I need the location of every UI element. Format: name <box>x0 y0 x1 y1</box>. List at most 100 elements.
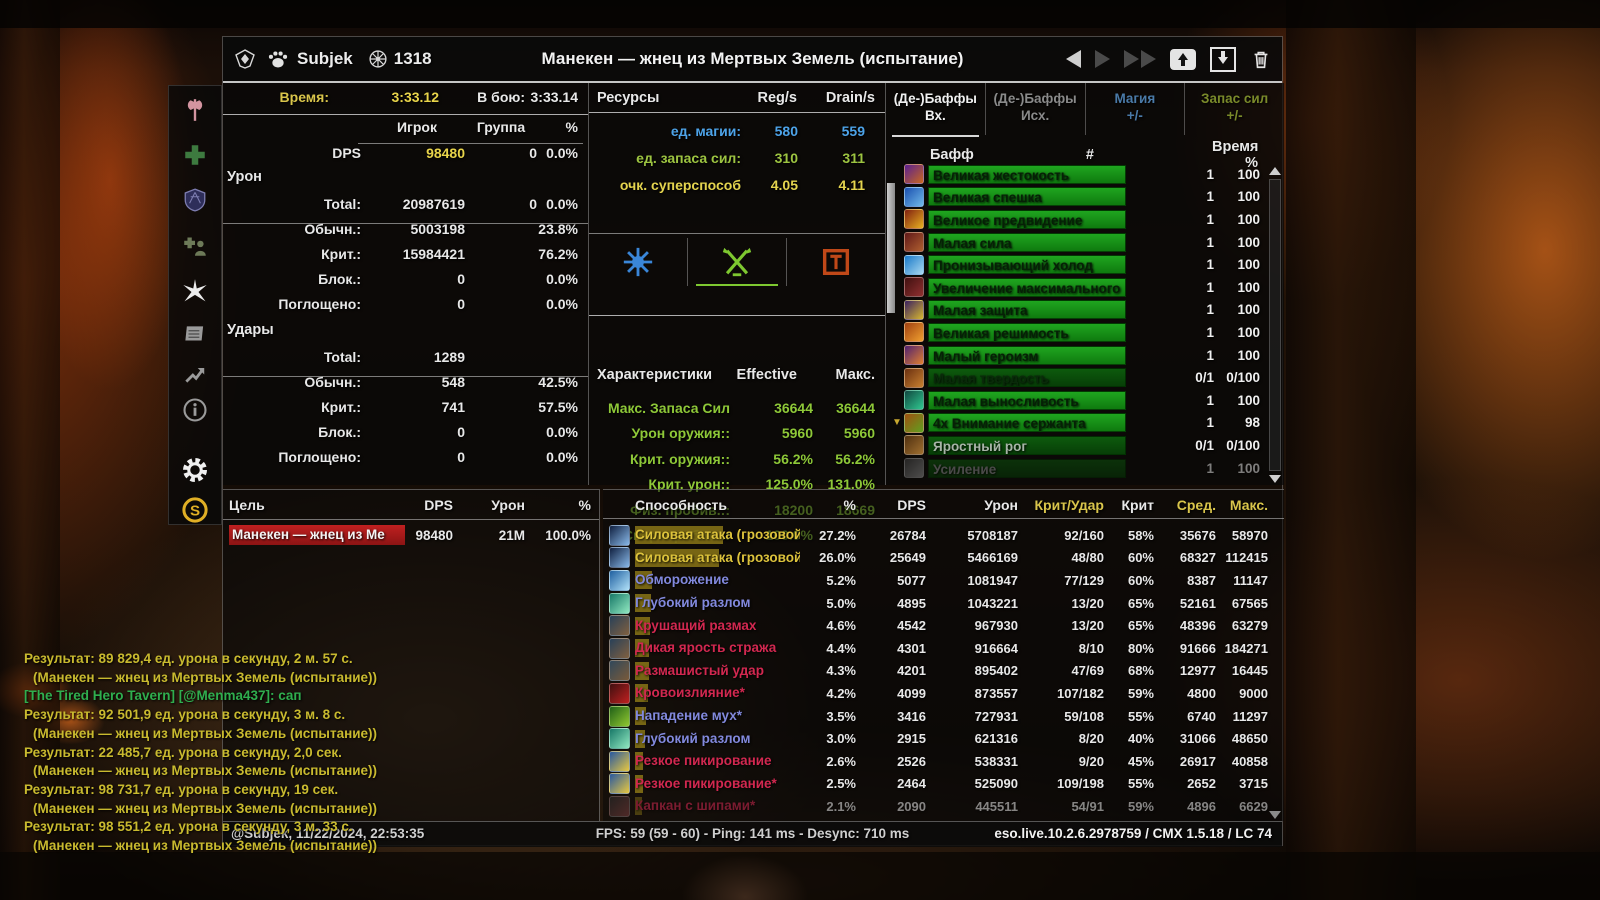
sidebar-item-healing-done[interactable] <box>180 141 210 169</box>
sidebar-item-combat-log[interactable] <box>180 320 210 348</box>
scroll-down-icon[interactable] <box>1269 475 1281 483</box>
col-max[interactable]: Макс. <box>1229 497 1268 513</box>
heal-cross-icon <box>185 145 205 165</box>
chat-log[interactable]: Результат: 89 829,4 ед. урона в секунду,… <box>24 650 377 856</box>
buff-row[interactable]: Увеличение максимального 1 100 <box>886 276 1284 299</box>
scroll-down-icon[interactable] <box>1269 811 1281 819</box>
buff-row[interactable]: Великая спешка 1 100 <box>886 186 1284 209</box>
next-fight-button[interactable] <box>1095 50 1110 68</box>
delete-fight-button[interactable] <box>1250 47 1272 71</box>
damage-section-label: Урон <box>227 169 262 185</box>
col-group[interactable]: Группа <box>476 119 526 135</box>
buff-uptime: 100 <box>1237 324 1260 340</box>
col-avg[interactable]: Сред. <box>1176 497 1216 513</box>
buff-row[interactable]: Малая сила 1 100 <box>886 231 1284 254</box>
ability-row[interactable]: Глубокий разлом 5.0% 4895 1043221 13/20 … <box>603 592 1284 615</box>
col-damage[interactable]: Урон <box>491 497 525 513</box>
resource-reg: 4.05 <box>770 176 798 193</box>
ability-damage: 916664 <box>974 640 1018 656</box>
gear-icon <box>183 458 207 482</box>
target-row[interactable]: Манекен — жнец из Ме 98480 21M 100.0% <box>223 523 599 547</box>
col-dps[interactable]: DPS <box>424 497 453 513</box>
tab-buffs-outgoing[interactable]: (Де-)Баффы Исх. <box>984 83 1085 135</box>
col-percent[interactable]: % <box>843 497 856 513</box>
col-percent[interactable]: % <box>578 497 591 513</box>
sidebar-item-fight-burst[interactable] <box>180 278 210 306</box>
buff-row[interactable]: Малая защита 1 100 <box>886 299 1284 322</box>
tab-buffs-incoming[interactable]: (Де-)Баффы Вх. <box>886 83 985 137</box>
col-target[interactable]: Цель <box>229 497 265 513</box>
ability-row[interactable]: Крушащий размах 4.6% 4542 967930 13/20 6… <box>603 614 1284 637</box>
scrollbar-thumb[interactable] <box>887 183 895 313</box>
buff-name: Усиление <box>928 458 1126 478</box>
col-crit[interactable]: Крит <box>1121 497 1154 513</box>
sidebar-item-settings[interactable] <box>180 456 210 484</box>
tab-stamina-gains[interactable]: Запас сил +/- <box>1184 83 1284 135</box>
ability-row[interactable]: Силовая атака (грозовой пос 27.2% 26784 … <box>603 524 1284 547</box>
ability-row[interactable]: Кровоизлияние* 4.2% 4099 873557 107/182 … <box>603 682 1284 705</box>
tab-magicka-gains[interactable]: Магия +/- <box>1084 83 1185 135</box>
col-ability[interactable]: Способность <box>635 497 727 513</box>
ability-name: Глубокий разлом <box>635 730 751 746</box>
buff-icon <box>904 390 924 411</box>
buff-count: 1 <box>1206 211 1214 227</box>
buff-row[interactable]: Малый героизм 1 100 <box>886 344 1284 367</box>
buff-row[interactable]: Малая твердость 0/1 0/100 <box>886 366 1284 389</box>
ability-percent: 4.4% <box>826 640 856 656</box>
buff-row[interactable]: Малая выносливость 1 100 <box>886 389 1284 412</box>
attr-tab-other[interactable] <box>786 238 885 286</box>
buffs-scrollbar[interactable] <box>1269 179 1281 471</box>
sidebar-item-healing-received[interactable] <box>180 231 210 259</box>
ability-percent: 3.5% <box>826 708 856 724</box>
col-count[interactable]: # <box>1085 147 1094 163</box>
col-crit-hit[interactable]: Крит/Удар <box>1034 497 1104 513</box>
expander-icon[interactable]: ▼ <box>892 417 902 429</box>
ability-row[interactable]: Резкое пикирование* 2.5% 2464 525090 109… <box>603 773 1284 796</box>
col-uptime[interactable]: Время % <box>1212 139 1259 171</box>
col-buff[interactable]: Бафф <box>930 147 974 163</box>
sidebar-item-damage-done[interactable] <box>180 96 210 124</box>
buff-row[interactable]: ▼ 4x Внимание сержанта 1 98 <box>886 412 1284 435</box>
buff-row[interactable]: Яростный рог 0/1 0/100 <box>886 434 1284 457</box>
account-timestamp: @Subjek, 11/22/2024, 22:53:35 <box>231 826 425 841</box>
ability-row[interactable]: Резкое пикирование 2.6% 2526 538331 9/20… <box>603 750 1284 773</box>
ability-crit-hit: 13/20 <box>1071 618 1104 634</box>
table-row: Крит.: 15984421 76.2% <box>223 241 588 266</box>
buff-row[interactable]: Великая решимость 1 100 <box>886 321 1284 344</box>
sidebar-item-cmx-badge[interactable]: S <box>180 496 210 524</box>
attr-tab-stamina[interactable] <box>687 238 786 286</box>
ability-row[interactable]: Обморожение 5.2% 5077 1081947 77/129 60%… <box>603 569 1284 592</box>
save-report-button[interactable] <box>1170 48 1196 70</box>
sidebar-item-graph[interactable] <box>180 360 210 388</box>
buff-row[interactable]: Великое предвидение 1 100 <box>886 208 1284 231</box>
buff-row[interactable]: Усиление 1 100 <box>886 457 1284 480</box>
col-dps[interactable]: DPS <box>897 497 926 513</box>
attr-tab-magicka[interactable] <box>589 238 687 286</box>
ability-row[interactable]: Дикая ярость стража 4.4% 4301 916664 8/1… <box>603 637 1284 660</box>
previous-fight-button[interactable] <box>1066 50 1081 68</box>
col-player[interactable]: Игрок <box>396 119 437 135</box>
last-fight-button[interactable] <box>1124 50 1156 68</box>
buff-row[interactable]: Великая жестокость 1 100 <box>886 163 1284 186</box>
buff-row[interactable]: Пронизывающий холод 1 100 <box>886 253 1284 276</box>
ability-name: Силовая атака (грозовой пос <box>635 549 800 565</box>
sidebar-item-info[interactable] <box>180 396 210 424</box>
ability-row[interactable]: Капкан с шипами* 2.1% 2090 445511 54/91 … <box>603 795 1284 818</box>
col-percent[interactable]: % <box>565 119 578 135</box>
scroll-icon <box>185 326 204 341</box>
abilities-panel: Способность % DPS Урон Крит/Удар Крит Ср… <box>603 489 1284 821</box>
ability-row[interactable]: Размашистый удар 4.3% 4201 895402 47/69 … <box>603 660 1284 683</box>
buff-icon <box>904 435 924 456</box>
ability-crit-hit: 13/20 <box>1071 595 1104 611</box>
background-bottom-band <box>0 852 1600 900</box>
sidebar-item-damage-taken[interactable] <box>180 186 210 214</box>
row-percent: 76.2% <box>538 245 578 262</box>
load-report-button[interactable] <box>1210 46 1236 72</box>
col-damage[interactable]: Урон <box>984 497 1018 513</box>
ability-row[interactable]: Силовая атака (грозовой пос 26.0% 25649 … <box>603 547 1284 570</box>
ability-dps: 3416 <box>897 708 926 724</box>
ability-row[interactable]: Глубокий разлом 3.0% 2915 621316 8/20 40… <box>603 727 1284 750</box>
ability-crit: 55% <box>1127 776 1154 792</box>
ability-row[interactable]: Нападение мух* 3.5% 3416 727931 59/108 5… <box>603 705 1284 728</box>
scroll-up-icon[interactable] <box>1269 167 1281 175</box>
